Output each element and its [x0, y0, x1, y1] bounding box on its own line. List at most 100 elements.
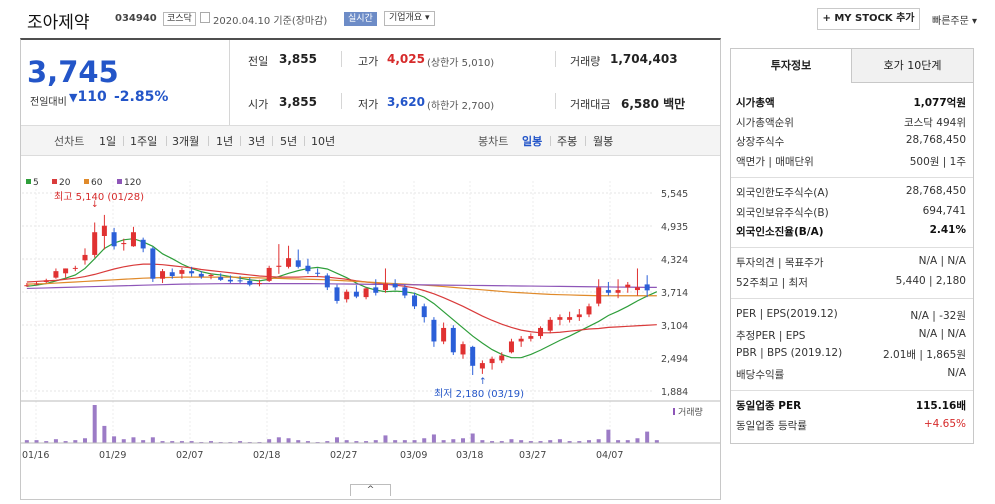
realtime-button[interactable]: 실시간: [344, 12, 377, 26]
info-row: 동일업종 PER 115.16배: [736, 398, 966, 416]
info-label: 외국인한도주식수(A): [736, 187, 829, 199]
candle-monthly[interactable]: 월봉: [593, 135, 614, 148]
volume-bar: [490, 441, 495, 443]
candle: [92, 232, 98, 255]
period-10y[interactable]: 10년: [311, 135, 336, 148]
volume-bar: [24, 440, 29, 443]
period-1y[interactable]: 1년: [216, 135, 234, 148]
candle: [431, 319, 437, 342]
candle: [305, 265, 311, 272]
legend-label: 60: [91, 178, 103, 188]
company-overview-label: 기업개요: [389, 13, 423, 23]
tab-order-book[interactable]: 호가 10단계: [852, 49, 973, 83]
ma-legend-60: 60: [84, 178, 102, 188]
volume-value: 1,704,403: [610, 52, 678, 66]
y-tick-label: 1,884: [661, 387, 688, 398]
candle: [508, 341, 514, 353]
volume-bar: [412, 440, 417, 443]
volume-bar: [567, 441, 572, 443]
x-tick-label: 02/27: [330, 450, 357, 461]
volume-bar: [141, 440, 146, 443]
x-tick-label: 04/07: [596, 450, 623, 461]
company-overview-select[interactable]: 기업개요 ▾: [384, 11, 435, 26]
separator: [123, 136, 124, 146]
volume-bar: [557, 439, 562, 443]
candle: [644, 284, 650, 291]
candle: [538, 327, 544, 337]
candle: [295, 260, 301, 267]
period-3y[interactable]: 3년: [248, 135, 266, 148]
divider: [229, 40, 230, 125]
volume-bar: [451, 439, 456, 443]
info-label: 동일업종 PER: [736, 400, 802, 412]
lower-limit: (하한가 2,700): [427, 101, 495, 112]
add-my-stock-button[interactable]: + MY STOCK 추가: [817, 8, 920, 30]
expand-chart-button[interactable]: ^: [350, 484, 391, 496]
info-value: 115.16배: [915, 400, 966, 412]
low-annotation: 최저 2,180 (03/19): [434, 388, 524, 400]
candle: [576, 314, 582, 318]
volume-bar: [373, 440, 378, 443]
candle: [198, 273, 204, 277]
separator: [240, 136, 241, 146]
info-label: PER | EPS(2019.12): [736, 308, 838, 320]
chart-frame: [20, 38, 721, 500]
volume-bar: [344, 440, 349, 443]
period-1w[interactable]: 1주일: [130, 135, 158, 148]
candle: [344, 291, 350, 300]
info-label: 배당수익률: [736, 368, 785, 381]
separator: [208, 136, 209, 146]
volume-bar: [189, 441, 194, 443]
x-tick-label: 02/07: [176, 450, 203, 461]
candle-chart-label[interactable]: 봉차트: [478, 135, 509, 148]
y-tick-label: 5,545: [661, 189, 688, 200]
quick-order-link[interactable]: 빠른주문 ▾: [932, 12, 977, 27]
y-tick-label: 3,104: [661, 321, 688, 332]
info-value: 5,440 | 2,180: [895, 274, 966, 287]
candle: [567, 317, 573, 320]
period-3m[interactable]: 3개월: [172, 135, 200, 148]
x-tick-label: 01/16: [22, 450, 49, 461]
divider: [341, 51, 342, 67]
candle: [140, 239, 146, 249]
ma-line-20: [26, 263, 657, 334]
info-row: 외국인소진율(B/A) 2.41%: [736, 224, 966, 242]
info-label: 투자의견 | 목표주가: [736, 257, 824, 269]
candle: [189, 271, 195, 274]
period-1d[interactable]: 1일: [99, 135, 117, 148]
volume-bar: [635, 438, 640, 443]
separator: [585, 136, 586, 146]
volume-bar: [383, 435, 388, 443]
candle: [615, 290, 621, 293]
candle: [227, 279, 233, 282]
volume-bar: [548, 440, 553, 443]
divider: [341, 93, 342, 109]
price-chart: 5,545 4,935 4,324 3,714 3,104 2,494 1,884 01/1…: [21, 181, 720, 461]
candle: [121, 243, 127, 245]
candle: [34, 283, 40, 285]
legend-swatch: [84, 179, 89, 184]
volume-bar: [654, 440, 659, 443]
volume-bar: [431, 434, 436, 443]
candle: [266, 267, 272, 281]
line-chart-label[interactable]: 선차트: [54, 135, 85, 148]
volume-bar: [596, 439, 601, 443]
period-5y[interactable]: 5년: [280, 135, 298, 148]
candle: [460, 344, 466, 355]
candle: [82, 254, 88, 261]
panel-divider: [731, 177, 973, 178]
info-row: 투자의견 | 목표주가 N/A | N/A: [736, 255, 966, 273]
candle-daily[interactable]: 일봉: [522, 135, 543, 148]
candle: [334, 287, 340, 301]
volume-bar: [102, 425, 107, 443]
candle: [557, 317, 563, 320]
candle: [596, 287, 602, 304]
volume-bar: [53, 439, 58, 443]
info-row: 외국인한도주식수(A) 28,768,450: [736, 185, 966, 203]
candle-weekly[interactable]: 주봉: [557, 135, 578, 148]
candle: [547, 319, 553, 331]
tab-investment-info[interactable]: 투자정보: [731, 49, 852, 83]
candle: [286, 258, 292, 267]
info-label: 시가총액순위: [736, 116, 794, 129]
high-value: 4,025: [387, 52, 425, 66]
